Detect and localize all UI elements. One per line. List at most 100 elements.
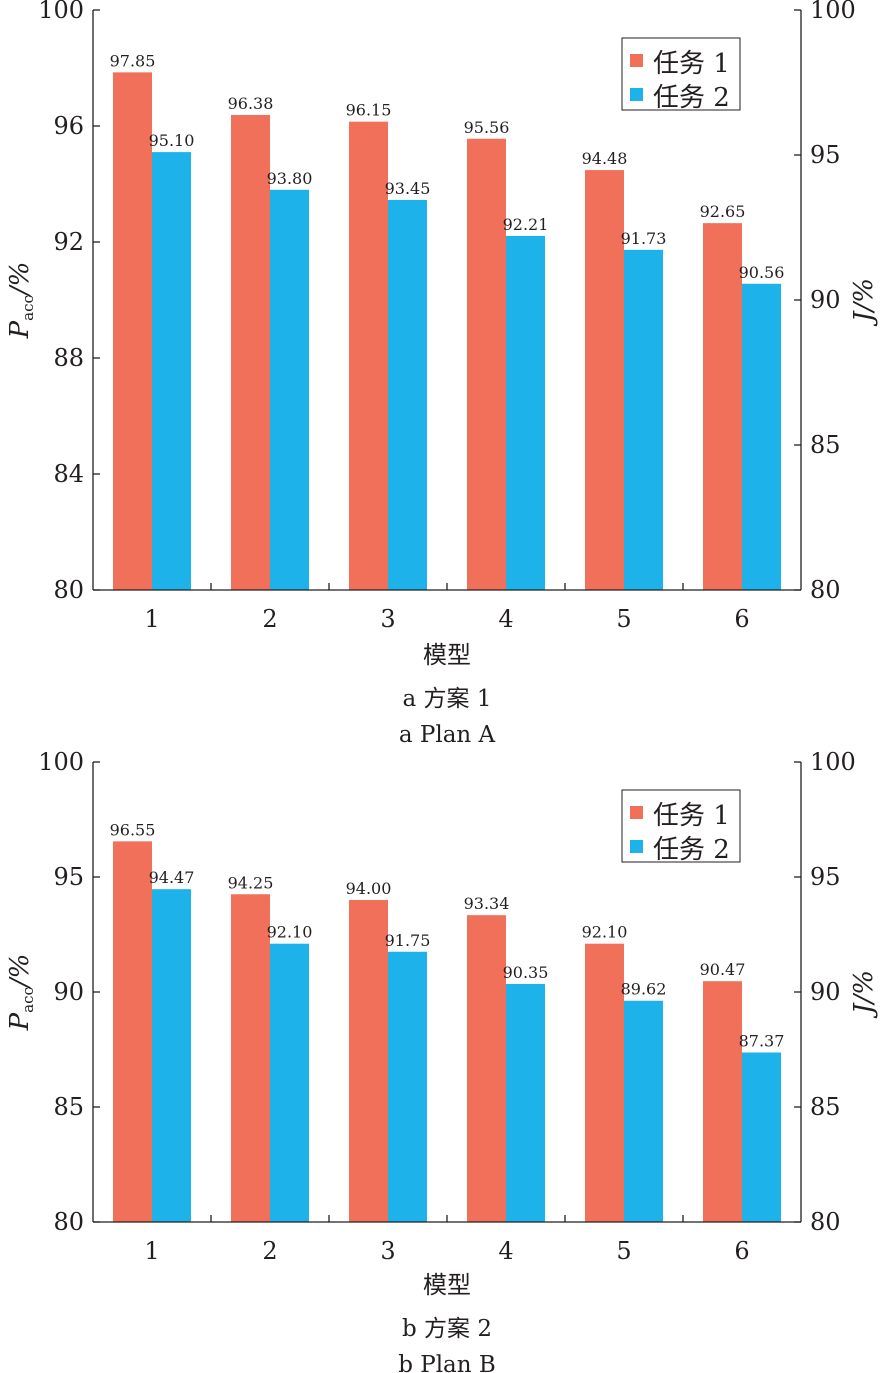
- y-tick-label: 96: [53, 112, 84, 140]
- bar-series1-model-2: [231, 114, 270, 590]
- x-tick-label: 6: [734, 605, 749, 633]
- y2-tick-label: 90: [810, 286, 841, 314]
- x-tick-label: 5: [616, 605, 631, 633]
- value-label: 89.62: [621, 980, 667, 999]
- legend-swatch-series1: [630, 806, 643, 819]
- y-axis-title: Pacc/%: [5, 954, 37, 1032]
- y-axis-title-symbol: P: [5, 1012, 35, 1031]
- y-axis-title-unit: /%: [5, 954, 35, 990]
- bar-series1-model-3: [349, 121, 388, 591]
- value-label: 90.56: [739, 263, 785, 282]
- y2-tick-label: 100: [810, 0, 856, 24]
- legend-swatch-series1: [630, 54, 643, 67]
- bar-series1-model-6: [703, 981, 742, 1222]
- x-tick-label: 2: [262, 1237, 277, 1265]
- y-tick-label: 84: [53, 460, 84, 488]
- y-axis-title-symbol: P: [5, 320, 35, 339]
- value-label: 94.25: [228, 873, 274, 892]
- value-label: 96.15: [346, 101, 392, 120]
- value-label: 90.47: [700, 960, 746, 979]
- bar-series2-model-6: [742, 1052, 781, 1222]
- bar-series2-model-2: [270, 189, 309, 591]
- y2-axis-title: J/%: [849, 970, 879, 1019]
- y-tick-label: 95: [53, 863, 84, 891]
- value-label: 90.35: [503, 963, 549, 982]
- caption-cn: b 方案 2: [402, 1316, 492, 1342]
- y-axis-title-subscript: acc: [19, 987, 37, 1013]
- y-tick-label: 80: [53, 576, 84, 604]
- value-label: 92.10: [267, 923, 313, 942]
- legend-label-series2: 任务 2: [653, 83, 730, 113]
- y-tick-label: 85: [53, 1093, 84, 1121]
- bar-series2-model-6: [742, 283, 781, 590]
- value-label: 92.21: [503, 215, 549, 234]
- bar-series2-model-5: [624, 249, 663, 590]
- value-label: 94.48: [582, 149, 628, 168]
- caption-en: b Plan B: [398, 1352, 496, 1373]
- value-label: 93.80: [267, 169, 313, 188]
- x-tick-label: 4: [498, 1237, 513, 1265]
- y2-tick-label: 95: [810, 863, 841, 891]
- value-label: 92.65: [700, 202, 746, 221]
- y2-tick-label: 85: [810, 431, 841, 459]
- value-label: 94.47: [149, 868, 195, 887]
- x-tick-label: 4: [498, 605, 513, 633]
- bar-series2-model-1: [152, 889, 191, 1222]
- y2-tick-label: 100: [810, 748, 856, 776]
- legend-label-series1: 任务 1: [653, 49, 730, 79]
- legend-swatch-series2: [630, 88, 643, 101]
- value-label: 93.45: [385, 179, 431, 198]
- y2-tick-label: 90: [810, 978, 841, 1006]
- y-tick-label: 80: [53, 1208, 84, 1236]
- value-label: 97.85: [110, 51, 156, 70]
- value-label: 95.10: [149, 131, 195, 150]
- x-axis-title: 模型: [423, 1271, 471, 1299]
- x-tick-label: 2: [262, 605, 277, 633]
- y2-tick-label: 95: [810, 141, 841, 169]
- bar-series1-model-4: [467, 138, 506, 590]
- x-tick-label: 1: [144, 605, 159, 633]
- caption-cn: a 方案 1: [403, 686, 492, 712]
- bar-series1-model-1: [113, 841, 152, 1222]
- y-tick-label: 90: [53, 978, 84, 1006]
- legend-label-series2: 任务 2: [653, 835, 730, 865]
- bar-series1-model-5: [585, 170, 624, 590]
- bar-series1-model-2: [231, 894, 270, 1222]
- y-tick-label: 100: [38, 0, 84, 24]
- bar-series1-model-3: [349, 900, 388, 1222]
- x-tick-label: 3: [380, 1237, 395, 1265]
- y2-tick-label: 80: [810, 576, 841, 604]
- chart-plan-b: 96.55 94.47 1 94.25 92.10 2 94.00 91.75 3 93.34 90…: [5, 748, 879, 1373]
- value-label: 92.10: [582, 923, 628, 942]
- x-tick-label: 1: [144, 1237, 159, 1265]
- bar-series1-model-1: [113, 72, 152, 591]
- value-label: 94.00: [346, 879, 392, 898]
- value-label: 96.55: [110, 820, 156, 839]
- bar-series2-model-3: [388, 951, 427, 1222]
- chart-plan-a: 97.85 95.10 1 96.38 93.80 2 96.15 93.45 3 95.56 92…: [5, 0, 879, 748]
- x-tick-label: 5: [616, 1237, 631, 1265]
- value-label: 91.75: [385, 931, 431, 950]
- legend: 任务 1 任务 2: [621, 37, 741, 113]
- y2-axis-title: J/%: [849, 278, 879, 327]
- x-axis-title: 模型: [423, 641, 471, 669]
- legend: 任务 1 任务 2: [621, 789, 741, 865]
- y-tick-label: 92: [53, 228, 84, 256]
- y-tick-label: 100: [38, 748, 84, 776]
- legend-label-series1: 任务 1: [653, 801, 730, 831]
- y-tick-label: 88: [53, 344, 84, 372]
- y2-tick-label: 80: [810, 1208, 841, 1236]
- value-label: 93.34: [464, 894, 510, 913]
- bar-series2-model-1: [152, 152, 191, 590]
- bar-series2-model-4: [506, 983, 545, 1222]
- x-tick-label: 3: [380, 605, 395, 633]
- bar-series1-model-4: [467, 915, 506, 1222]
- value-label: 95.56: [464, 118, 510, 137]
- y-axis-title-subscript: acc: [19, 295, 37, 321]
- value-label: 96.38: [228, 94, 274, 113]
- y2-tick-label: 85: [810, 1093, 841, 1121]
- y-axis-title-unit: /%: [5, 262, 35, 298]
- caption-en: a Plan A: [399, 722, 496, 748]
- bar-series2-model-2: [270, 943, 309, 1222]
